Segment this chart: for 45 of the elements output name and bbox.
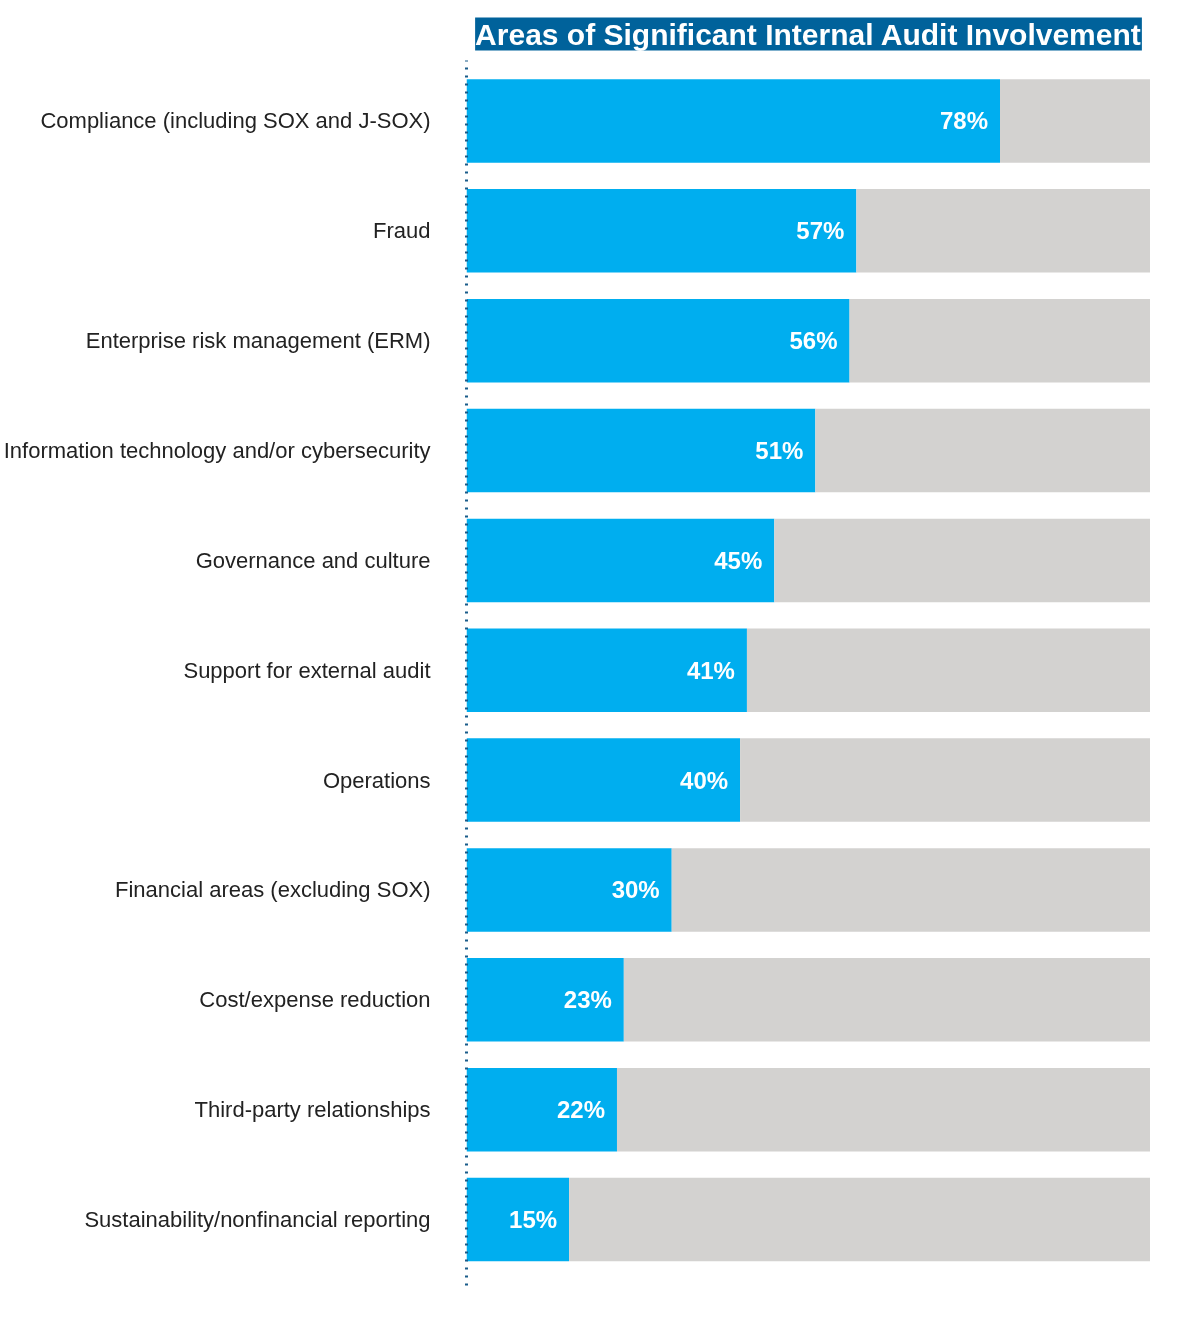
bar (466, 408, 816, 493)
data-label: 45% (714, 546, 763, 574)
data-label: 78% (939, 107, 989, 135)
bar (466, 298, 850, 383)
data-label: 57% (796, 217, 845, 245)
y-tick-label: Support for external audit (183, 657, 431, 683)
y-tick-label: Enterprise risk management (ERM) (85, 328, 431, 354)
y-tick-label: Financial areas (excluding SOX) (115, 877, 431, 903)
bar (569, 1177, 1150, 1262)
y-tick-label: Cost/expense reduction (199, 987, 431, 1013)
y-tick-label: Third-party relationships (194, 1097, 431, 1123)
data-label: 41% (686, 656, 735, 684)
bar (1000, 79, 1150, 163)
bar (466, 628, 747, 712)
data-label: 23% (563, 986, 612, 1014)
bar (466, 189, 857, 273)
bar (616, 1067, 1150, 1152)
y-tick-label: Compliance (including SOX and J-SOX) (40, 108, 431, 134)
data-label: 40% (680, 766, 729, 794)
bar (466, 738, 741, 822)
bar (466, 848, 672, 932)
bar (466, 1177, 570, 1262)
bar (466, 79, 1001, 163)
data-label: 56% (789, 327, 838, 355)
data-label: 22% (556, 1096, 605, 1124)
bar (466, 518, 775, 603)
chart-title: Areas of Significant Internal Audit Involvement (475, 17, 1141, 51)
bar (746, 628, 1150, 712)
bar (466, 958, 624, 1042)
bar (774, 518, 1150, 603)
y-tick-label: Fraud (373, 218, 431, 244)
data-label: 15% (509, 1206, 558, 1234)
y-tick-label: Governance and culture (195, 547, 431, 573)
y-tick-label: Sustainability/nonfinancial reporting (84, 1207, 431, 1233)
bar (671, 848, 1150, 932)
bar (815, 408, 1150, 493)
bar (466, 1067, 617, 1152)
bar (623, 958, 1150, 1042)
y-tick-label: Information technology and/or cybersecurity (3, 438, 431, 464)
bar (849, 298, 1150, 383)
bar (740, 738, 1150, 822)
bar (856, 189, 1150, 273)
y-tick-label: Operations (322, 767, 431, 793)
data-label: 51% (755, 437, 804, 465)
data-label: 30% (611, 876, 660, 904)
